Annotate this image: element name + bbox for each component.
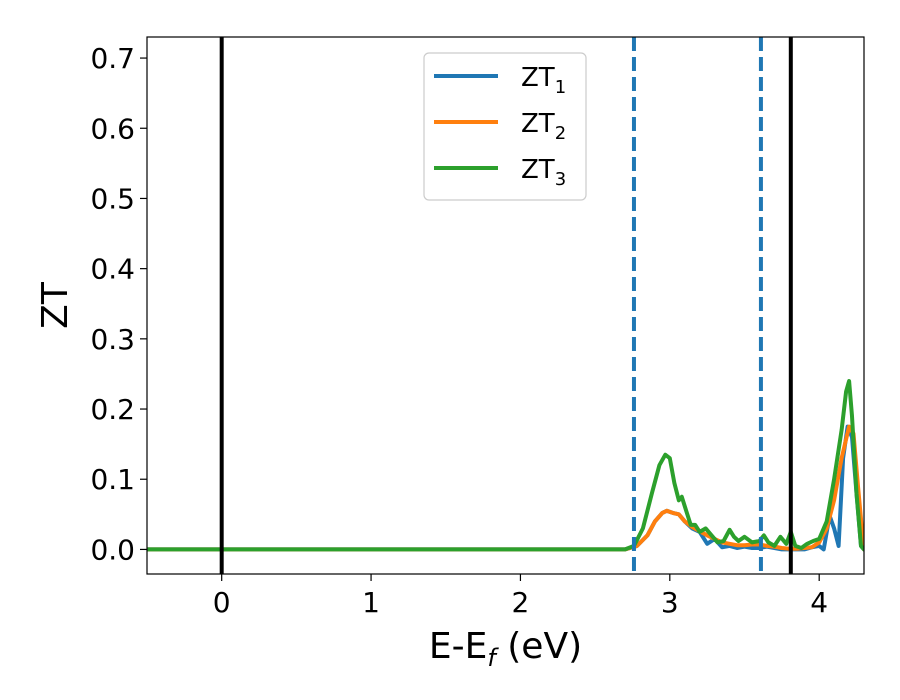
y-tick-label-4: 0.4 [90,253,135,286]
y-tick-label-1: 0.1 [90,463,135,496]
y-tick-label-6: 0.6 [90,112,135,145]
y-tick-label-0: 0.0 [90,533,135,566]
axes-frame [146,36,865,575]
plot-area [147,37,864,574]
y-tick-label-7: 0.7 [90,42,135,75]
x-axis-label: E-Ef (eV) [429,626,582,672]
axes: 0 1 2 3 4 0.0 0.1 0.2 0.3 0.4 0.5 0.6 0.7 E-Ef (eV) ZT [35,36,865,672]
y-tick-label-3: 0.3 [90,323,135,356]
legend-label-2: ZT2 [521,109,566,144]
y-axis-label: ZT [35,281,76,329]
x-tick-label-0: 0 [213,586,231,619]
series-line-1 [147,424,864,552]
series-line-3 [147,379,864,552]
series-line-2 [147,424,864,552]
x-tick-label-3: 3 [661,586,679,619]
x-tick-label-4: 4 [810,586,828,619]
legend: ZT1 ZT2 ZT3 [423,52,587,201]
legend-box [423,52,587,201]
legend-label-1: ZT1 [521,63,566,98]
legend-label-3: ZT3 [521,155,566,190]
x-tick-label-2: 2 [512,586,530,619]
y-tick-label-2: 0.2 [90,393,135,426]
x-tick-label-1: 1 [362,586,380,619]
y-tick-label-5: 0.5 [90,182,135,215]
